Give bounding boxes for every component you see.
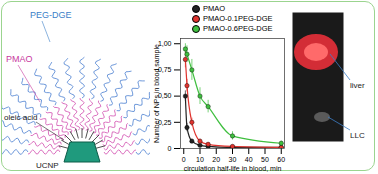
svg-text:Number of NPs in blood sample: Number of NPs in blood sample bbox=[153, 44, 161, 143]
svg-text:circulation half-life in blood: circulation half-life in blood, min bbox=[184, 165, 282, 172]
svg-text:20: 20 bbox=[212, 156, 220, 163]
svg-text:0: 0 bbox=[168, 145, 172, 152]
html-text:PMAO-0.1PEG-DGE: PMAO-0.1PEG-DGE bbox=[203, 14, 273, 23]
svg-text:30: 30 bbox=[229, 156, 237, 163]
html-text:PMAO: PMAO bbox=[203, 4, 226, 13]
html-text:PMAO-0.6PEG-DGE: PMAO-0.6PEG-DGE bbox=[203, 24, 273, 33]
svg-text:0,25: 0,25 bbox=[157, 118, 172, 126]
svg-text:1,00: 1,00 bbox=[157, 40, 172, 47]
svg-text:0: 0 bbox=[182, 156, 186, 163]
svg-text:40: 40 bbox=[245, 156, 253, 163]
svg-text:10: 10 bbox=[196, 156, 204, 163]
svg-text:oleic acid: oleic acid bbox=[4, 113, 37, 122]
svg-text:UCNP: UCNP bbox=[36, 161, 59, 170]
svg-text:liver: liver bbox=[350, 81, 365, 90]
svg-text:0,50: 0,50 bbox=[157, 92, 172, 100]
svg-text:0,75: 0,75 bbox=[157, 66, 172, 74]
svg-text:PEG-DGE: PEG-DGE bbox=[30, 10, 72, 20]
svg-text:50: 50 bbox=[261, 156, 269, 163]
svg-text:60: 60 bbox=[277, 156, 285, 163]
svg-text:LLC: LLC bbox=[350, 131, 365, 140]
svg-text:PMAO: PMAO bbox=[6, 54, 33, 64]
